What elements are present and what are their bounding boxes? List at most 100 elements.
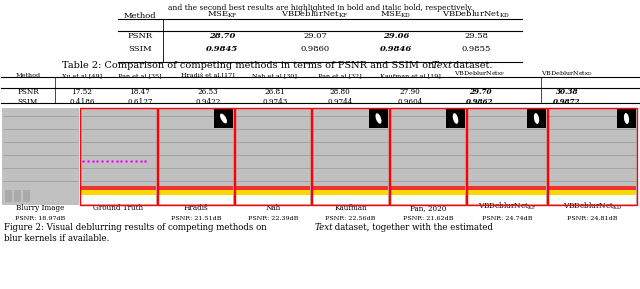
Text: Figure 2: Visual deblurring results of competing methods on: Figure 2: Visual deblurring results of c… — [4, 223, 269, 232]
Text: 0.9855: 0.9855 — [461, 45, 491, 53]
Text: PSNR: 22.39dB: PSNR: 22.39dB — [248, 216, 298, 221]
Text: PSNR: 22.56dB: PSNR: 22.56dB — [325, 216, 376, 221]
Bar — [548, 108, 637, 205]
Text: 0.4186: 0.4186 — [69, 98, 95, 106]
Text: dataset.: dataset. — [450, 61, 493, 70]
Text: 0.9845: 0.9845 — [206, 45, 238, 53]
Bar — [158, 108, 234, 205]
Text: 26.53: 26.53 — [198, 88, 218, 96]
Bar — [549, 186, 636, 190]
Bar — [468, 189, 546, 195]
Text: 0.9743: 0.9743 — [262, 98, 287, 106]
Bar — [80, 108, 157, 205]
Ellipse shape — [376, 113, 381, 124]
Text: 29.07: 29.07 — [303, 32, 327, 40]
Bar — [236, 195, 310, 204]
Bar — [467, 108, 547, 205]
Text: dataset, together with the estimated: dataset, together with the estimated — [332, 223, 493, 232]
Bar — [159, 186, 233, 190]
Text: VBDeblurNet$_{\mathregular{KF}}$: VBDeblurNet$_{\mathregular{KF}}$ — [477, 201, 536, 212]
Text: Nah: Nah — [266, 204, 280, 212]
Bar — [2, 108, 79, 205]
Bar — [81, 186, 156, 190]
Text: VBDeblurNet$_{\mathregular{KF}}$: VBDeblurNet$_{\mathregular{KF}}$ — [454, 69, 506, 78]
Bar — [548, 108, 637, 205]
Text: SSIM: SSIM — [18, 98, 38, 106]
Text: 18.47: 18.47 — [129, 88, 150, 96]
Ellipse shape — [624, 113, 629, 124]
Bar — [391, 186, 465, 190]
Text: 0.9604: 0.9604 — [397, 98, 422, 106]
Text: Pan et al.[32]: Pan et al.[32] — [318, 73, 362, 78]
Ellipse shape — [452, 113, 458, 124]
Text: 27.90: 27.90 — [399, 88, 420, 96]
Text: PSNR: PSNR — [17, 88, 39, 96]
Text: 0.9744: 0.9744 — [327, 98, 353, 106]
Bar — [23, 190, 30, 202]
Bar — [391, 189, 465, 195]
Text: 17.52: 17.52 — [72, 88, 92, 96]
Bar — [369, 109, 388, 128]
Bar — [312, 108, 389, 205]
Text: PSNR: 18.97dB: PSNR: 18.97dB — [15, 216, 65, 221]
Text: SSIM: SSIM — [128, 45, 152, 53]
Bar — [313, 186, 388, 190]
Ellipse shape — [220, 114, 227, 123]
Text: 0.9872: 0.9872 — [553, 98, 580, 106]
Text: and the second best results are highlighted in bold and italic bold, respectivel: and the second best results are highligh… — [168, 4, 472, 12]
Text: Text: Text — [315, 223, 333, 232]
Bar — [468, 186, 546, 190]
Text: Kaufman et al.[19]: Kaufman et al.[19] — [380, 73, 440, 78]
Bar — [549, 195, 636, 204]
Bar — [313, 195, 388, 204]
Bar — [80, 108, 157, 205]
Text: Nah et al.[30]: Nah et al.[30] — [253, 73, 298, 78]
Text: Hradiš et al.[17]: Hradiš et al.[17] — [181, 73, 235, 78]
Bar — [617, 109, 636, 128]
Bar — [467, 108, 547, 205]
Text: 0.9846: 0.9846 — [380, 45, 412, 53]
Bar — [236, 186, 310, 190]
Ellipse shape — [534, 113, 539, 124]
Text: Table 2: Comparison of competing methods in terms of PSNR and SSIM on: Table 2: Comparison of competing methods… — [62, 61, 437, 70]
Bar — [390, 108, 466, 205]
Text: 29.58: 29.58 — [464, 32, 488, 40]
Bar — [235, 108, 311, 205]
Text: PSNR: 21.51dB: PSNR: 21.51dB — [171, 216, 221, 221]
Bar — [81, 189, 156, 195]
Text: VBDeblurNet$_{\mathregular{KF}}$: VBDeblurNet$_{\mathregular{KF}}$ — [282, 8, 349, 20]
Text: Xu et al.[49]: Xu et al.[49] — [62, 73, 102, 78]
Text: 28.70: 28.70 — [209, 32, 235, 40]
Bar — [158, 108, 234, 205]
Bar — [446, 109, 465, 128]
Text: blur kernels if available.: blur kernels if available. — [4, 234, 109, 243]
Text: 28.80: 28.80 — [330, 88, 350, 96]
Text: MSE$_{\mathregular{KD}}$: MSE$_{\mathregular{KD}}$ — [380, 10, 412, 20]
Bar — [391, 195, 465, 204]
Bar — [14, 190, 21, 202]
Text: 0.9862: 0.9862 — [467, 98, 493, 106]
Text: Method: Method — [15, 73, 40, 78]
Text: VBDeblurNet$_{\mathregular{KD}}$: VBDeblurNet$_{\mathregular{KD}}$ — [563, 201, 622, 212]
Text: Pan et al.[35]: Pan et al.[35] — [118, 73, 162, 78]
Text: MSE$_{\mathregular{KF}}$: MSE$_{\mathregular{KF}}$ — [207, 10, 237, 20]
Bar — [549, 189, 636, 195]
Text: 29.70: 29.70 — [468, 88, 492, 96]
Text: Hradiš: Hradiš — [184, 204, 208, 212]
Bar — [312, 108, 389, 205]
Text: 0.6127: 0.6127 — [127, 98, 153, 106]
Bar — [235, 108, 311, 205]
Text: Method: Method — [124, 12, 156, 20]
Text: 26.81: 26.81 — [264, 88, 285, 96]
Text: 30.38: 30.38 — [556, 88, 579, 96]
Text: VBDeblurNet$_{\mathregular{KD}}$: VBDeblurNet$_{\mathregular{KD}}$ — [442, 8, 510, 20]
Bar — [214, 109, 233, 128]
Text: 0.9860: 0.9860 — [300, 45, 330, 53]
Bar — [159, 195, 233, 204]
Text: Kaufman: Kaufman — [334, 204, 367, 212]
Text: Text: Text — [432, 61, 453, 70]
Text: VBDeblurNet$_{\mathregular{KD}}$: VBDeblurNet$_{\mathregular{KD}}$ — [541, 69, 593, 78]
Text: PSNR: PSNR — [127, 32, 152, 40]
Text: Pan, 2020: Pan, 2020 — [410, 204, 446, 212]
Text: 0.9422: 0.9422 — [195, 98, 221, 106]
